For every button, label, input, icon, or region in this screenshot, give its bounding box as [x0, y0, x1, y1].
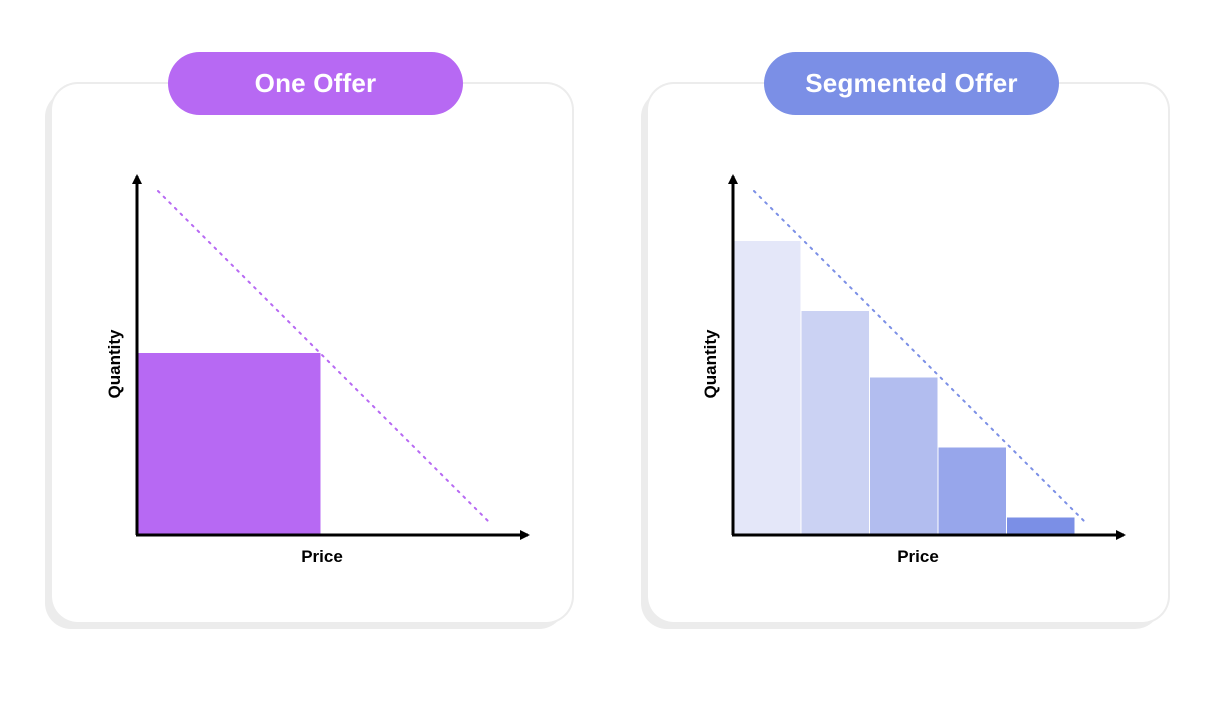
demand-line: [753, 190, 1086, 523]
x-axis-label: Price: [301, 547, 343, 566]
bar: [137, 353, 321, 535]
segmented-offer-bars: [733, 241, 1075, 535]
x-axis-label: Price: [897, 547, 939, 566]
one-offer-chart: Price Quantity: [105, 174, 530, 566]
one-offer-bars: [137, 353, 321, 535]
demand-line: [157, 190, 490, 523]
bar-segment-5: [1007, 517, 1075, 535]
bar-segment-1: [733, 241, 801, 535]
one-offer-title: One Offer: [168, 52, 463, 115]
bar-segment-3: [870, 377, 938, 535]
y-axis-label: Quantity: [701, 329, 720, 398]
bar-segment-2: [801, 311, 869, 535]
segmented-offer-chart: Price Quantity: [701, 174, 1126, 566]
segmented-offer-title: Segmented Offer: [764, 52, 1059, 115]
bar-segment-4: [938, 447, 1006, 535]
y-axis-label: Quantity: [105, 329, 124, 398]
